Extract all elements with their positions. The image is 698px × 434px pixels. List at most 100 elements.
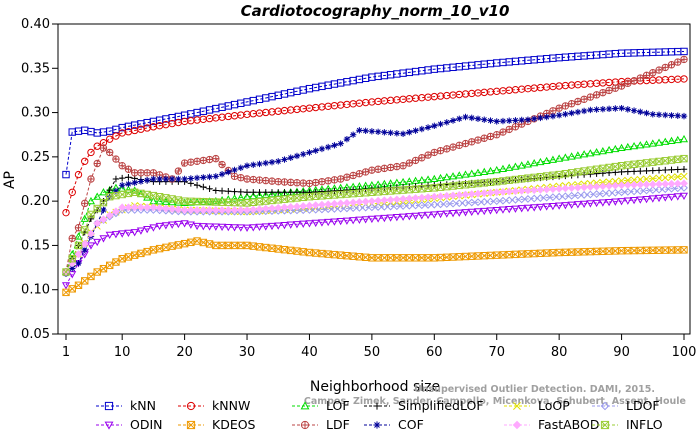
data-point-ldof [449,199,457,208]
data-point-ldof [324,205,333,214]
data-point-ldf [112,155,120,163]
x-axis: 1 10 20 30 40 50 60 70 80 90 100 [62,334,696,360]
data-point-cof [324,143,332,151]
data-point-cof [662,111,669,119]
data-point-fastabod [573,183,582,192]
data-point-fastabod [361,197,370,206]
data-point-cof [256,160,263,168]
data-point-simplifiedlof [337,187,344,194]
data-point-simplifiedlof [231,188,238,195]
data-point-ldf [174,167,183,175]
data-point-lof [661,137,670,145]
data-point-simplifiedlof [112,175,120,183]
data-point-cof [568,109,575,117]
data-point-odin [261,223,270,231]
data-point-kdeos [280,245,289,254]
data-point-odin [317,219,326,227]
data-point-ldf [212,154,220,163]
data-point-kdeos [124,253,133,261]
data-point-kdeos [105,261,114,270]
series-line-ldf [65,58,685,273]
data-point-cof [69,265,76,272]
data-point-cof [212,173,220,180]
data-point-inflo [143,190,151,199]
data-point-fastabod [161,204,170,213]
series-ldf [62,55,688,276]
data-point-ldf [74,224,83,232]
data-point-fastabod [424,193,432,202]
data-point-cof [530,115,538,122]
data-point-ldof [605,189,613,198]
data-point-fastabod [186,206,195,214]
data-point-cof [293,152,301,160]
data-point-kdeos [237,241,245,250]
data-point-ldf [655,66,663,74]
data-point-lof [86,196,96,205]
data-point-odin [255,223,264,232]
data-point-ldof [417,201,426,210]
data-point-fastabod [661,180,670,188]
data-point-ldof [598,189,607,198]
data-point-ldf [599,88,607,97]
data-point-fastabod [411,194,420,202]
data-point-simplifiedlof [674,166,681,173]
data-point-fastabod [336,199,345,208]
data-point-lof [523,160,532,168]
data-point-kdeos [205,240,214,248]
data-point-odin [130,229,139,237]
y-tick-label: 0.40 [21,17,50,32]
data-point-cof [612,105,619,112]
data-point-cof [524,116,532,123]
data-point-cof [393,130,401,137]
data-point-odin [455,209,464,217]
data-point-odin [380,214,389,223]
data-point-lof [542,156,551,164]
data-point-ldf [143,169,151,177]
data-point-fastabod [536,185,545,194]
chart-title: Cardiotocography_norm_10_v10 [241,2,510,20]
data-point-kdeos [68,285,76,293]
legend-label-kdeos: KDEOS [212,417,256,432]
data-point-knnw [81,157,89,165]
data-point-lof [673,135,682,144]
data-point-simplifiedlof [193,182,201,189]
data-point-kdeos [511,250,520,259]
legend-marker-simplifiedlof [373,402,381,410]
data-point-ldof [623,187,632,196]
data-point-fastabod [467,190,476,198]
data-point-odin [174,220,183,229]
data-point-cof [555,112,563,119]
data-point-ldf [418,154,426,162]
legend-item-knn: kNN [96,398,156,413]
data-point-simplifiedlof [212,187,220,194]
legend-marker-knn [104,401,114,411]
data-point-lof [536,157,545,166]
data-point-cof [618,104,625,112]
data-point-odin [392,214,401,222]
data-point-fastabod [386,195,395,204]
data-point-odin [305,220,314,228]
data-point-cof [374,128,382,136]
data-point-ldf [661,63,669,72]
data-point-ldof [530,194,539,203]
data-point-ldf [268,177,276,185]
data-point-inflo [443,182,451,191]
legend-item-odin: ODIN [96,417,163,432]
data-point-fastabod [211,206,220,214]
legend-item-lof: LOF [292,398,350,413]
x-tick-label: 80 [551,345,568,360]
data-point-simplifiedlof [343,186,351,194]
data-point-ldf [349,171,357,180]
data-point-cof [630,107,638,114]
data-point-ldof [367,203,376,212]
data-point-lof [648,139,657,147]
data-point-ldf [499,128,507,136]
data-point-ldf [255,176,264,184]
data-point-fastabod [517,186,526,195]
data-point-kdeos [455,253,463,261]
data-point-cof [474,115,482,122]
data-point-cof [187,175,195,182]
data-point-lof [580,150,589,158]
data-point-odin [448,210,458,218]
data-point-odin [679,192,689,201]
